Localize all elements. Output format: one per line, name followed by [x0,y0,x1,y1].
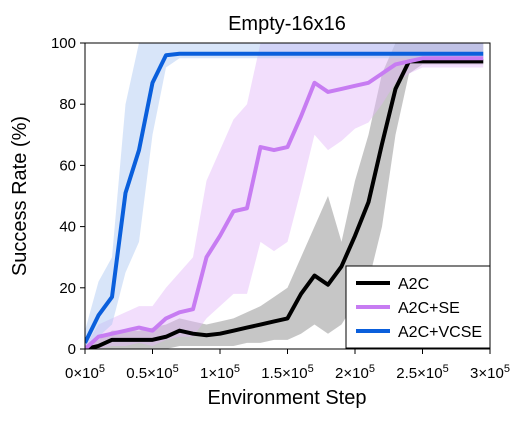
x-tick-label: 1.5×105 [261,363,313,382]
legend-label-1: A2C+SE [398,300,460,317]
x-axis-label: Environment Step [208,387,367,409]
y-tick-label: 20 [59,280,76,297]
y-tick-label: 0 [68,341,76,358]
chart-title: Empty-16x16 [228,13,346,35]
legend-label-0: A2C [398,276,429,293]
y-tick-label: 100 [51,35,76,52]
y-axis-label: Success Rate (%) [9,116,31,276]
x-tick-label: 1×105 [200,363,240,382]
legend-label-2: A2C+VCSE [398,324,482,341]
band-series-0 [85,43,484,349]
legend: A2C A2C+SE A2C+VCSE [345,265,491,349]
x-tick-label: 3×105 [470,363,510,382]
series-lines [85,51,484,349]
line-series-1 [85,56,484,349]
x-tick-label: 0.5×105 [126,363,178,382]
confidence-bands [85,43,484,349]
x-axis: 0×105 0.5×105 1×105 1.5×105 2×105 2.5×105 3×10… [65,349,510,382]
line-series-2 [85,51,484,344]
x-tick-label: 2.5×105 [396,363,448,382]
y-tick-label: 80 [59,96,76,113]
band-series-1 [85,43,484,349]
x-tick-label: 0×105 [65,363,105,382]
x-tick-label: 2×105 [335,363,375,382]
y-axis: 0 20 40 60 80 100 [51,35,85,358]
y-tick-label: 60 [59,157,76,174]
y-tick-label: 40 [59,219,76,236]
